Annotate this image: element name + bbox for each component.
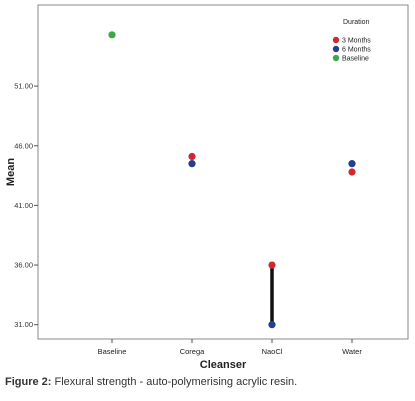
legend-marker (332, 54, 340, 62)
plot-frame (37, 4, 409, 340)
data-point (188, 160, 196, 168)
y-tick-label: 36.00 (14, 261, 33, 270)
y-tick-label: 51.00 (14, 82, 33, 91)
x-axis-title: Cleanser (200, 359, 247, 371)
data-point (108, 31, 116, 39)
legend-label: Baseline (342, 56, 369, 63)
x-tick-label: NaoCl (262, 347, 283, 356)
legend-label: 6 Months (342, 47, 371, 54)
data-point (268, 261, 276, 269)
y-tick-label: 31.00 (14, 320, 33, 329)
y-tick-label: 46.00 (14, 141, 33, 150)
data-point (268, 321, 276, 329)
legend-title: Duration (343, 19, 370, 26)
x-tick-label: Baseline (98, 347, 127, 356)
legend-label: 3 Months (342, 38, 371, 45)
data-point (348, 168, 356, 176)
caption-text: Flexural strength - auto-polymerising ac… (51, 376, 298, 388)
y-axis: 31.00 36.00 41.00 46.00 51.00 (14, 82, 38, 329)
x-axis: Baseline Corega NaoCl Water (98, 339, 362, 356)
x-tick-label: Corega (180, 347, 205, 356)
y-axis-title: Mean (5, 158, 17, 186)
data-points (108, 31, 356, 329)
legend: Duration 3 Months 6 Months Baseline (332, 19, 371, 63)
x-tick-label: Water (342, 347, 362, 356)
y-tick-label: 41.00 (14, 201, 33, 210)
figure-caption: Figure 2: Flexural strength - auto-polym… (5, 376, 297, 388)
legend-marker (332, 36, 340, 44)
data-point (188, 152, 196, 161)
data-point (348, 160, 356, 168)
chart: 31.00 36.00 41.00 46.00 51.00 Baseline Corega… (5, 4, 409, 371)
caption-label: Figure 2: (5, 376, 52, 388)
legend-marker (332, 45, 340, 53)
